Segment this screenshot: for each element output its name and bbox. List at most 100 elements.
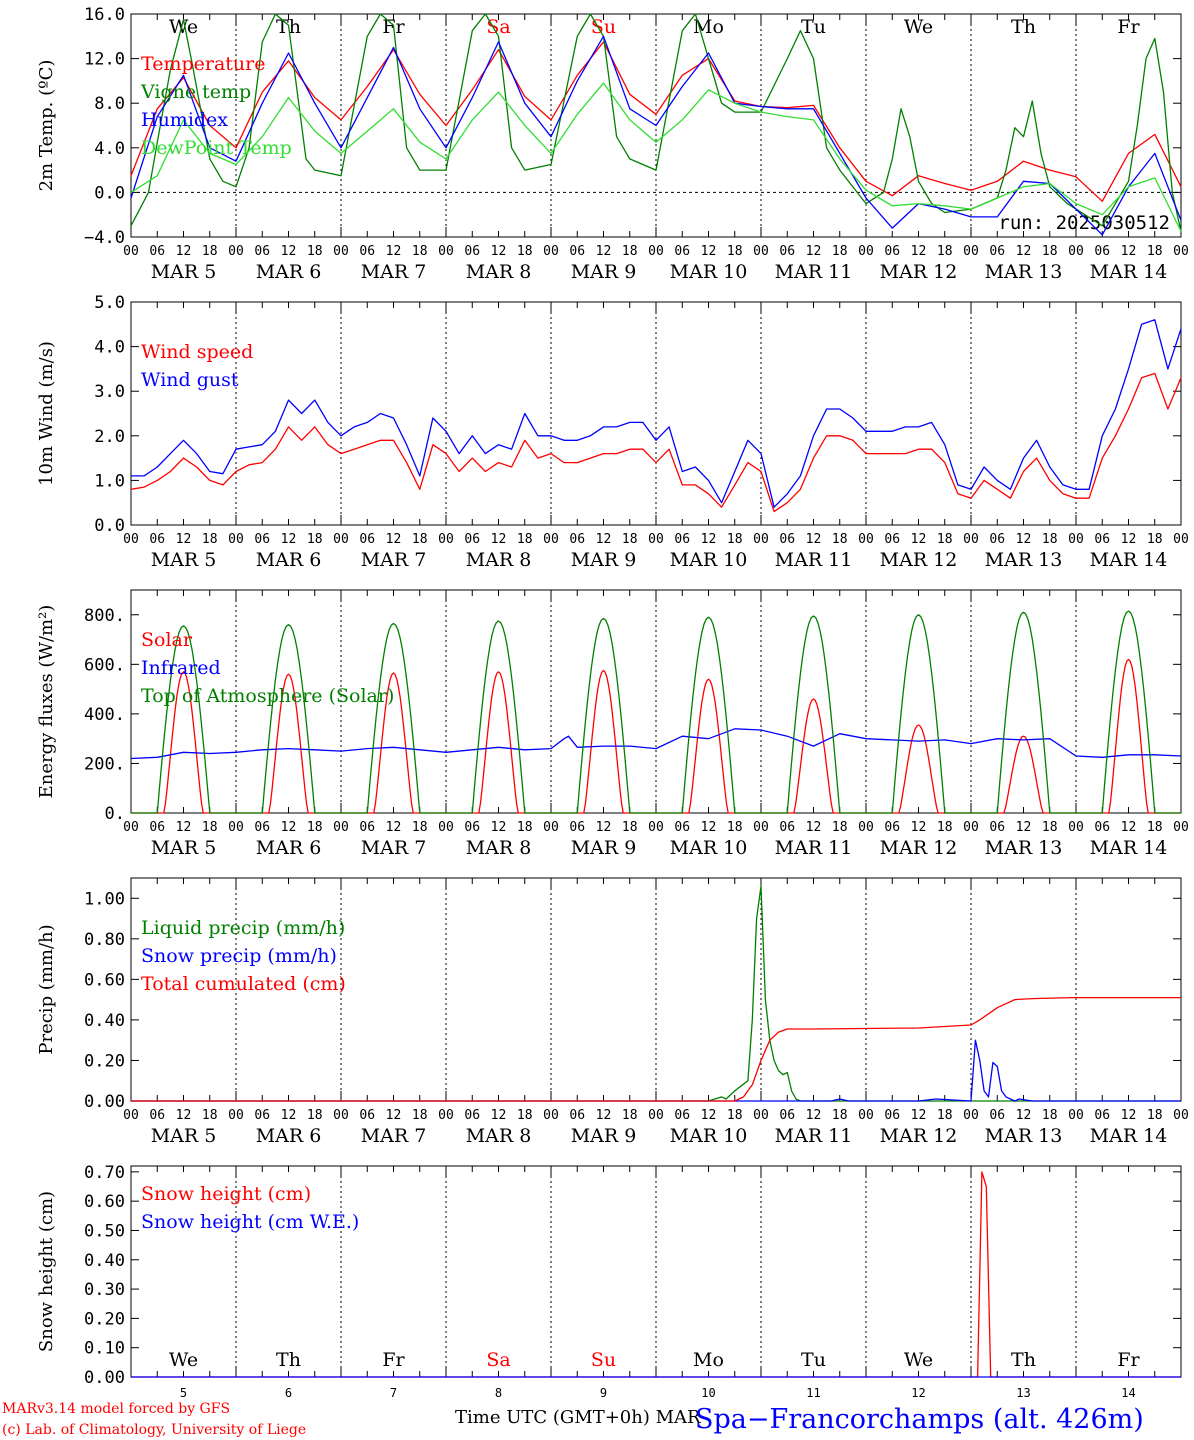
x-hour-label: 18: [937, 244, 953, 259]
x-date-label: MAR 10: [670, 261, 748, 283]
x-hour-label: 00: [333, 1108, 349, 1123]
x-date-label: MAR 12: [880, 549, 958, 571]
x-date-label: MAR 11: [775, 1125, 853, 1147]
weekday-label: We: [169, 1349, 198, 1371]
legend-cumul: Total cumulated (cm): [141, 973, 346, 995]
x-hour-label: 18: [1042, 820, 1058, 835]
x-hour-label: 18: [307, 244, 323, 259]
y-tick-label: 800.: [84, 606, 125, 626]
x-hour-label: 00: [1173, 820, 1189, 835]
x-hour-label: 06: [254, 820, 270, 835]
x-hour-label: 12: [1121, 532, 1137, 547]
x-hour-label: 18: [832, 1108, 848, 1123]
legend-dewpoint: DewPoint Temp: [141, 137, 292, 159]
x-hour-label: 00: [753, 244, 769, 259]
x-hour-label: 06: [149, 820, 165, 835]
x-hour-label: 18: [832, 532, 848, 547]
day-number-label: 12: [911, 1386, 925, 1400]
lab-credit: (c) Lab. of Climatology, University of L…: [2, 1422, 306, 1438]
x-hour-label: 12: [701, 532, 717, 547]
x-hour-label: 18: [937, 532, 953, 547]
x-hour-label: 00: [438, 1108, 454, 1123]
x-hour-label: 00: [1068, 532, 1084, 547]
x-hour-label: 18: [517, 244, 533, 259]
weekday-label: Su: [591, 1349, 616, 1371]
x-hour-label: 18: [1147, 1108, 1163, 1123]
x-hour-label: 12: [701, 244, 717, 259]
x-date-label: MAR 5: [151, 549, 217, 571]
x-hour-label: 12: [491, 532, 507, 547]
x-hour-label: 00: [543, 820, 559, 835]
y-tick-label: 2.0: [94, 427, 125, 447]
legend-snow_we: Snow height (cm W.E.): [141, 1211, 359, 1233]
x-date-label: MAR 5: [151, 261, 217, 283]
x-hour-label: 00: [438, 820, 454, 835]
x-hour-label: 00: [228, 244, 244, 259]
legend-wind_speed: Wind speed: [141, 341, 253, 363]
x-hour-label: 12: [911, 820, 927, 835]
y-tick-label: 0.00: [84, 1092, 125, 1112]
x-hour-label: 18: [412, 820, 428, 835]
legend-humidex: Humidex: [141, 109, 228, 131]
weekday-label: Fr: [1117, 16, 1140, 38]
x-hour-label: 18: [412, 244, 428, 259]
x-hour-label: 12: [596, 1108, 612, 1123]
x-hour-label: 18: [727, 820, 743, 835]
x-date-label: MAR 12: [880, 261, 958, 283]
y-tick-label: 1.0: [94, 471, 125, 491]
x-hour-label: 06: [674, 1108, 690, 1123]
day-number-label: 8: [495, 1386, 502, 1400]
x-hour-label: 12: [491, 1108, 507, 1123]
weekday-label: Mo: [693, 16, 724, 38]
x-hour-label: 18: [937, 1108, 953, 1123]
series-line-dewpoint: [130, 82, 1182, 232]
x-date-label: MAR 10: [670, 837, 748, 859]
y-axis-label: Energy fluxes (W/m²): [36, 605, 57, 799]
y-tick-label: 3.0: [94, 382, 125, 402]
x-hour-label: 06: [884, 244, 900, 259]
x-hour-label: 00: [123, 820, 139, 835]
x-hour-label: 00: [228, 1108, 244, 1123]
x-hour-label: 18: [412, 532, 428, 547]
weekday-label: Tu: [801, 1349, 826, 1371]
weekday-label: Fr: [1117, 1349, 1140, 1371]
series-line-infrared: [130, 728, 1182, 760]
x-date-label: MAR 11: [775, 261, 853, 283]
x-hour-label: 06: [1094, 1108, 1110, 1123]
series-line-humidex: [130, 35, 1182, 236]
y-tick-label: 200.: [84, 754, 125, 774]
y-tick-label: 0.: [105, 804, 125, 824]
x-hour-label: 12: [806, 1108, 822, 1123]
x-date-label: MAR 11: [775, 837, 853, 859]
x-hour-label: 18: [307, 820, 323, 835]
x-date-label: MAR 6: [256, 261, 322, 283]
x-hour-label: 00: [438, 532, 454, 547]
x-hour-label: 12: [176, 532, 192, 547]
x-hour-label: 18: [1147, 244, 1163, 259]
x-hour-label: 00: [1173, 244, 1189, 259]
x-hour-label: 00: [648, 820, 664, 835]
x-hour-label: 06: [1094, 820, 1110, 835]
x-date-label: MAR 12: [880, 837, 958, 859]
x-hour-label: 06: [884, 820, 900, 835]
station-title: Spa−Francorchamps (alt. 426m): [695, 1404, 1144, 1435]
x-date-label: MAR 8: [466, 1125, 532, 1147]
x-date-label: MAR 10: [670, 1125, 748, 1147]
x-hour-label: 12: [596, 820, 612, 835]
x-hour-label: 18: [727, 532, 743, 547]
series-line-wind_speed: [130, 372, 1182, 513]
x-date-label: MAR 14: [1090, 837, 1168, 859]
x-hour-label: 18: [1147, 532, 1163, 547]
x-hour-label: 12: [1016, 532, 1032, 547]
x-date-label: MAR 13: [985, 549, 1063, 571]
day-number-label: 9: [600, 1386, 607, 1400]
x-hour-label: 06: [464, 820, 480, 835]
y-tick-label: 0.40: [84, 1251, 125, 1271]
y-tick-label: 0.20: [84, 1051, 125, 1071]
x-hour-label: 12: [176, 1108, 192, 1123]
x-hour-label: 12: [1016, 244, 1032, 259]
panel-1: 16.0 12.0 8.0 4.0 0.0 −4.0 2m Temp. (ºC) 00 06 12…: [36, 5, 1189, 283]
x-hour-label: 00: [1173, 1108, 1189, 1123]
legend-liquid: Liquid precip (mm/h): [141, 917, 345, 939]
x-hour-label: 12: [911, 244, 927, 259]
